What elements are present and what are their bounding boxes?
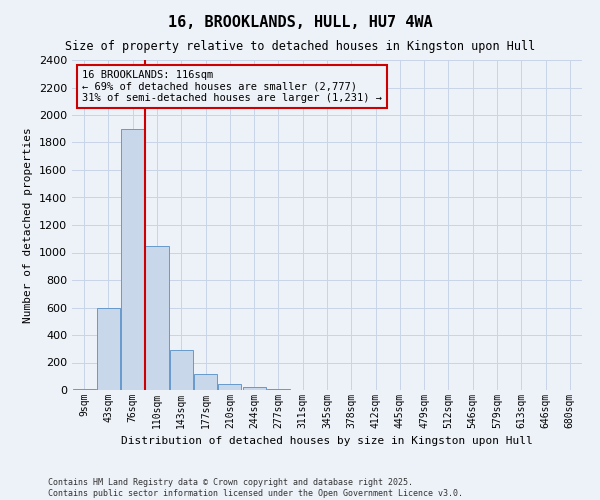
Bar — [145, 246, 169, 390]
Bar — [121, 128, 144, 390]
Text: 16, BROOKLANDS, HULL, HU7 4WA: 16, BROOKLANDS, HULL, HU7 4WA — [167, 15, 433, 30]
Text: 16 BROOKLANDS: 116sqm
← 69% of detached houses are smaller (2,777)
31% of semi-d: 16 BROOKLANDS: 116sqm ← 69% of detached … — [82, 70, 382, 103]
Bar — [97, 308, 120, 390]
Text: Contains HM Land Registry data © Crown copyright and database right 2025.
Contai: Contains HM Land Registry data © Crown c… — [48, 478, 463, 498]
Bar — [242, 387, 266, 390]
Bar — [194, 374, 217, 390]
Bar — [73, 388, 95, 390]
Bar — [170, 350, 193, 390]
Text: Size of property relative to detached houses in Kingston upon Hull: Size of property relative to detached ho… — [65, 40, 535, 53]
Bar — [218, 384, 241, 390]
X-axis label: Distribution of detached houses by size in Kingston upon Hull: Distribution of detached houses by size … — [121, 436, 533, 446]
Y-axis label: Number of detached properties: Number of detached properties — [23, 127, 34, 323]
